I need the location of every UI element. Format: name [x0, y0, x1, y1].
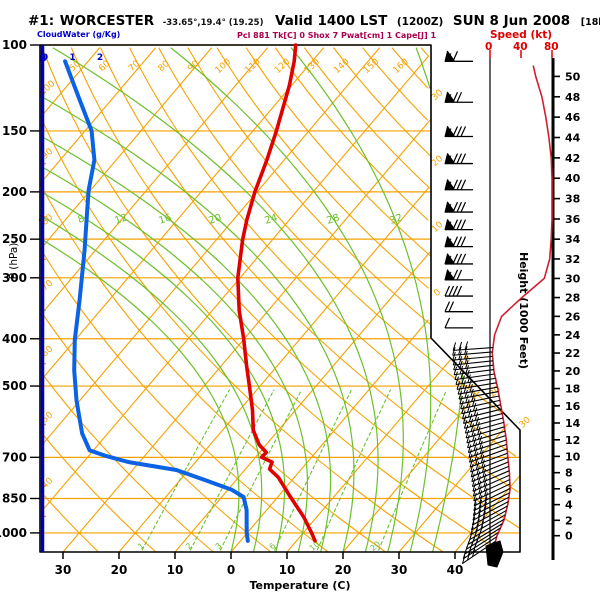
svg-text:10: 10	[279, 563, 296, 577]
svg-text:24: 24	[263, 212, 279, 226]
svg-text:200: 200	[2, 185, 27, 199]
cloudwater-axis-label: CloudWater (g/Kg)	[37, 30, 121, 39]
svg-text:100: 100	[2, 38, 27, 52]
svg-text:42: 42	[565, 152, 580, 165]
svg-text:34: 34	[565, 233, 581, 246]
parcel-info-text: Pcl 881 Tk[C] 0 Shox 7 Pwat[cm] 1 Cape[J…	[237, 31, 437, 40]
svg-text:38: 38	[565, 193, 580, 206]
station-name: WORCESTER	[59, 13, 155, 29]
svg-text:4: 4	[565, 499, 573, 512]
svg-text:30: 30	[55, 563, 72, 577]
temperature-axis-label: Temperature (C)	[249, 579, 351, 592]
svg-text:24: 24	[565, 329, 581, 342]
svg-text:32: 32	[565, 253, 580, 266]
svg-text:8: 8	[76, 213, 85, 225]
svg-text:10: 10	[430, 220, 445, 235]
speed-tick-0: 0	[485, 41, 493, 53]
svg-text:20: 20	[111, 563, 128, 577]
svg-text:500: 500	[2, 379, 27, 393]
svg-text:150: 150	[2, 124, 27, 138]
station-coords: -33.65°,19.4° (19.25)	[162, 18, 264, 28]
svg-text:12: 12	[565, 434, 580, 447]
svg-text:110: 110	[243, 57, 263, 76]
svg-text:26: 26	[565, 310, 581, 323]
svg-text:30: 30	[430, 88, 445, 103]
svg-text:48: 48	[565, 91, 580, 104]
valid-time-z: (1200Z)	[396, 16, 444, 28]
svg-text:0: 0	[42, 53, 48, 63]
svg-text:44: 44	[565, 132, 581, 145]
svg-text:32: 32	[388, 212, 404, 226]
svg-text:850: 850	[2, 491, 27, 505]
svg-text:20: 20	[335, 563, 352, 577]
svg-text:28: 28	[325, 212, 341, 226]
speed-tick-80: 80	[544, 41, 559, 53]
svg-text:300: 300	[2, 271, 27, 285]
valid-time: Valid 1400 LST	[275, 13, 388, 29]
svg-text:20: 20	[207, 212, 223, 226]
svg-text:40: 40	[565, 172, 581, 185]
svg-text:1000: 1000	[0, 526, 27, 540]
svg-text:46: 46	[565, 111, 581, 124]
svg-text:400: 400	[2, 332, 27, 346]
svg-text:100: 100	[214, 57, 234, 76]
svg-text:700: 700	[2, 450, 27, 464]
svg-text:22: 22	[565, 347, 580, 360]
speed-axis-label: Speed (kt)	[489, 29, 553, 41]
svg-text:6: 6	[565, 483, 573, 496]
svg-text:250: 250	[2, 232, 27, 246]
svg-text:150: 150	[362, 57, 382, 76]
svg-text:6: 6	[267, 541, 277, 551]
svg-text:0: 0	[227, 563, 235, 577]
svg-text:120: 120	[273, 57, 293, 76]
svg-text:40: 40	[447, 563, 464, 577]
svg-text:8: 8	[565, 467, 573, 480]
svg-text:80: 80	[157, 59, 172, 74]
svg-text:28: 28	[565, 292, 580, 305]
svg-text:0: 0	[565, 530, 573, 543]
svg-text:50: 50	[565, 70, 581, 83]
svg-text:18: 18	[565, 383, 580, 396]
svg-text:20: 20	[565, 365, 581, 378]
svg-text:160: 160	[391, 57, 411, 76]
speed-tick-40: 40	[513, 41, 528, 53]
svg-text:10: 10	[167, 563, 184, 577]
svg-text:30: 30	[518, 415, 533, 430]
svg-text:1: 1	[69, 53, 75, 63]
title-bar: #1: WORCESTER -33.65°,19.4° (19.25) Vali…	[28, 10, 600, 29]
svg-text:16: 16	[565, 400, 581, 413]
svg-text:2: 2	[565, 514, 573, 527]
svg-text:30: 30	[565, 272, 581, 285]
svg-text:70: 70	[127, 59, 142, 74]
valid-date: SUN 8 Jun 2008	[452, 13, 571, 29]
station-index: #1:	[28, 13, 55, 29]
svg-text:14: 14	[565, 417, 581, 430]
svg-text:16: 16	[157, 212, 173, 226]
svg-text:2: 2	[184, 541, 194, 551]
svg-text:3: 3	[214, 541, 224, 551]
svg-text:1: 1	[136, 541, 146, 551]
forecast-tag: [18hrFcst@0047z]	[580, 17, 600, 28]
svg-text:0: 0	[432, 287, 443, 298]
svg-text:140: 140	[332, 57, 352, 76]
svg-text:12: 12	[113, 212, 129, 226]
svg-text:20: 20	[430, 154, 445, 169]
svg-text:36: 36	[565, 213, 581, 226]
svg-text:10: 10	[565, 450, 581, 463]
svg-text:2: 2	[97, 53, 103, 63]
svg-text:30: 30	[391, 563, 408, 577]
